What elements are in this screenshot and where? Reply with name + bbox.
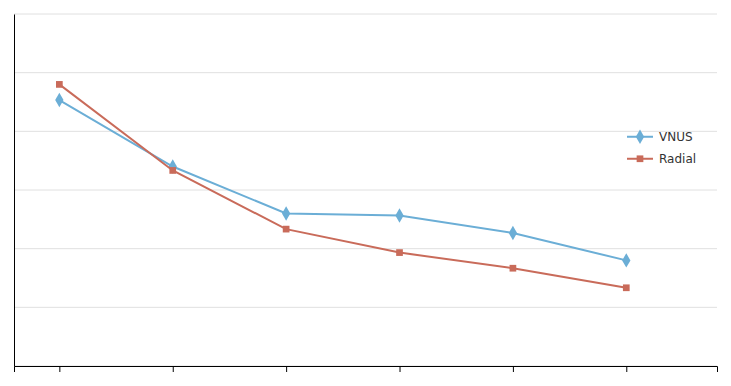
point: [396, 249, 403, 256]
point: [623, 284, 630, 291]
tick: [400, 366, 401, 372]
grid: [14, 14, 717, 366]
line: [59, 84, 626, 287]
series: [56, 81, 630, 291]
tick-mark: [400, 366, 401, 372]
plot: VNUS Radial: [14, 14, 718, 372]
point: [56, 81, 63, 88]
grid-line: [14, 72, 717, 73]
legend-symbol: [637, 155, 644, 162]
point: [622, 253, 630, 267]
tick-mark: [59, 366, 60, 372]
point: [55, 93, 63, 107]
line: [59, 100, 626, 260]
point: [169, 159, 177, 173]
legend-item: VNUS: [627, 130, 693, 144]
axis-line: [15, 367, 718, 373]
grid-line: [14, 248, 717, 249]
point: [283, 226, 290, 233]
tick: [286, 366, 287, 372]
y-axis: [14, 15, 16, 367]
legend-label: VNUS: [659, 130, 693, 144]
grid-line: [14, 190, 717, 191]
tick: [173, 366, 174, 372]
tick-mark: [173, 366, 174, 372]
tick: [626, 366, 627, 372]
legend: VNUS Radial: [627, 130, 696, 166]
x-axis: [15, 366, 718, 372]
tick: [59, 366, 60, 372]
chart: VNUS Radial: [0, 0, 731, 386]
point: [510, 265, 517, 272]
point: [282, 206, 290, 220]
legend-item: Radial: [627, 152, 696, 166]
point: [509, 226, 517, 240]
tick-mark: [286, 366, 287, 372]
grid-line: [14, 14, 717, 15]
point: [395, 208, 403, 222]
tick-mark: [626, 366, 627, 372]
legend-label: Radial: [659, 152, 696, 166]
axis-line: [14, 15, 15, 367]
marks: [55, 81, 630, 291]
tick: [513, 366, 514, 372]
tick-mark: [513, 366, 514, 372]
point: [169, 167, 176, 174]
grid-line: [14, 307, 717, 308]
legend-symbol: [636, 130, 644, 144]
